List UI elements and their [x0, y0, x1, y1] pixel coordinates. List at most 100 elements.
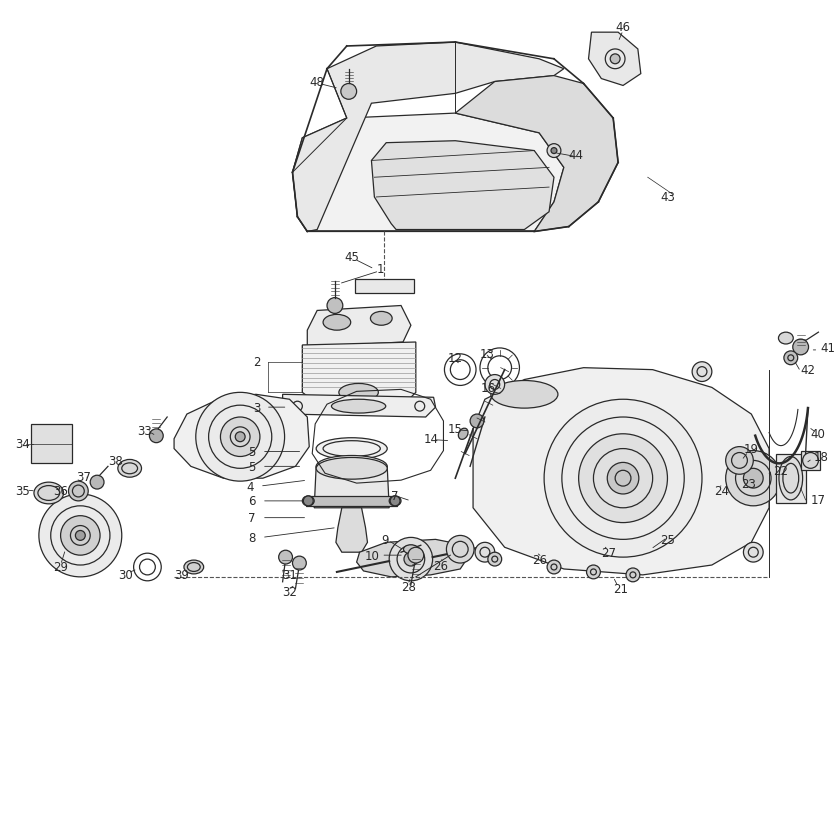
Text: 16: 16	[481, 381, 496, 395]
Text: 6: 6	[248, 495, 256, 507]
Text: 7: 7	[248, 512, 256, 524]
Text: 40: 40	[811, 428, 825, 441]
Circle shape	[390, 497, 400, 507]
Circle shape	[90, 476, 104, 489]
Polygon shape	[473, 368, 769, 575]
Bar	[306, 497, 397, 507]
Polygon shape	[31, 425, 73, 464]
Ellipse shape	[491, 381, 558, 409]
Circle shape	[446, 536, 474, 563]
Text: 36: 36	[53, 484, 68, 497]
Polygon shape	[314, 466, 390, 508]
Text: 33: 33	[138, 425, 152, 438]
Polygon shape	[174, 395, 309, 479]
Circle shape	[726, 447, 753, 475]
Text: 19: 19	[743, 442, 758, 456]
Ellipse shape	[803, 453, 818, 469]
Text: 3: 3	[253, 401, 260, 414]
Bar	[303, 355, 414, 359]
Text: 17: 17	[811, 494, 825, 507]
Ellipse shape	[323, 315, 351, 331]
Polygon shape	[589, 33, 641, 86]
Text: 24: 24	[714, 484, 729, 497]
Circle shape	[221, 417, 260, 457]
Circle shape	[544, 400, 702, 558]
Circle shape	[293, 557, 306, 570]
Ellipse shape	[390, 497, 401, 507]
Circle shape	[235, 432, 245, 442]
Ellipse shape	[316, 456, 387, 477]
Polygon shape	[293, 43, 563, 232]
Circle shape	[278, 551, 293, 564]
Polygon shape	[354, 279, 414, 293]
Circle shape	[587, 565, 600, 579]
Text: 8: 8	[248, 531, 256, 544]
Text: 13: 13	[480, 348, 495, 361]
Circle shape	[488, 553, 502, 566]
Circle shape	[75, 531, 85, 541]
Ellipse shape	[316, 438, 387, 460]
Text: 29: 29	[53, 561, 68, 573]
Ellipse shape	[778, 333, 793, 344]
Ellipse shape	[458, 429, 468, 440]
Circle shape	[303, 497, 314, 507]
Ellipse shape	[331, 400, 385, 414]
Text: 7: 7	[391, 490, 399, 502]
Text: 27: 27	[601, 546, 616, 559]
Circle shape	[793, 339, 808, 355]
Text: 14: 14	[424, 433, 439, 446]
Text: 35: 35	[15, 484, 30, 497]
Text: 45: 45	[344, 250, 359, 263]
Text: 18: 18	[813, 451, 828, 463]
Text: 37: 37	[76, 470, 91, 483]
Ellipse shape	[118, 460, 141, 477]
Bar	[303, 365, 414, 368]
Circle shape	[579, 434, 667, 523]
Circle shape	[60, 516, 100, 555]
Ellipse shape	[34, 482, 64, 504]
Circle shape	[547, 145, 561, 158]
Circle shape	[626, 568, 640, 582]
Circle shape	[547, 560, 561, 574]
Text: 22: 22	[773, 464, 788, 477]
Ellipse shape	[779, 457, 803, 500]
Circle shape	[607, 463, 639, 494]
Ellipse shape	[316, 458, 387, 480]
Polygon shape	[283, 395, 436, 417]
Text: 4: 4	[246, 480, 253, 493]
Text: 25: 25	[660, 533, 675, 546]
Bar	[303, 360, 414, 364]
Ellipse shape	[339, 384, 379, 402]
Text: 39: 39	[174, 568, 189, 582]
Polygon shape	[308, 306, 411, 348]
Bar	[303, 390, 414, 393]
Circle shape	[610, 55, 620, 64]
Circle shape	[341, 84, 357, 100]
Circle shape	[784, 351, 798, 365]
Text: 38: 38	[108, 455, 123, 467]
Circle shape	[408, 548, 424, 563]
Polygon shape	[357, 540, 468, 577]
Text: 46: 46	[615, 21, 630, 33]
Text: 48: 48	[309, 76, 324, 89]
Circle shape	[470, 415, 484, 428]
Polygon shape	[293, 114, 563, 232]
Circle shape	[39, 494, 122, 577]
Bar	[303, 380, 414, 383]
Ellipse shape	[370, 312, 392, 326]
Polygon shape	[456, 77, 618, 232]
Text: 26: 26	[434, 558, 449, 572]
Bar	[303, 370, 414, 373]
Text: 34: 34	[15, 437, 30, 451]
Text: 43: 43	[660, 191, 675, 204]
Ellipse shape	[184, 560, 204, 574]
Circle shape	[551, 149, 557, 155]
Bar	[303, 345, 414, 349]
Text: 1: 1	[376, 263, 384, 276]
Text: 23: 23	[742, 477, 757, 490]
Text: 15: 15	[447, 423, 462, 436]
Polygon shape	[303, 343, 415, 403]
Text: 9: 9	[381, 533, 389, 546]
Text: 12: 12	[447, 352, 462, 364]
Text: 31: 31	[283, 568, 298, 582]
